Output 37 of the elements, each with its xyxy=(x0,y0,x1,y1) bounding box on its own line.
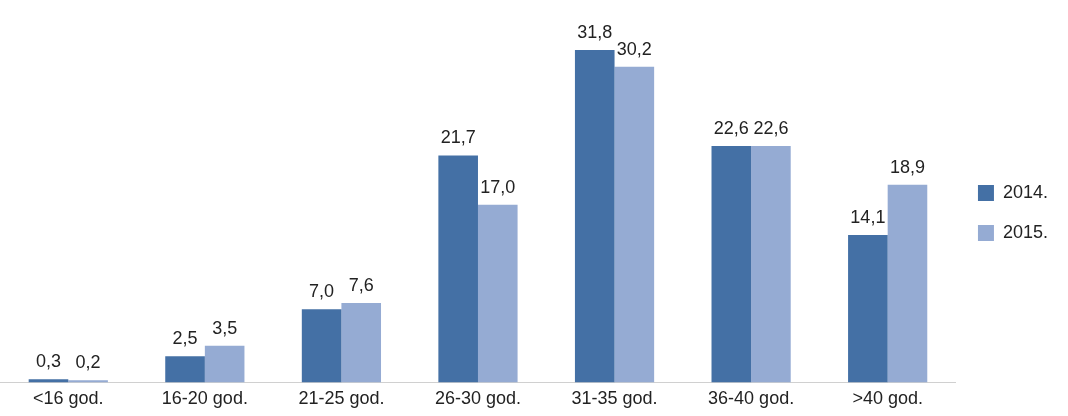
bar xyxy=(28,379,69,383)
data-label: 31,8 xyxy=(577,21,613,42)
bar xyxy=(887,184,928,383)
bar xyxy=(301,309,342,383)
data-label: 22,6 xyxy=(753,118,789,139)
data-label: 21,7 xyxy=(440,127,476,148)
bar xyxy=(477,204,518,383)
x-tick-label: <16 god. xyxy=(32,388,104,409)
bar xyxy=(614,66,655,383)
data-label: 0,3 xyxy=(35,351,61,372)
bar xyxy=(341,302,382,383)
bar xyxy=(438,155,478,383)
data-label: 7,0 xyxy=(309,281,335,302)
bar xyxy=(204,345,245,383)
data-label: 14,1 xyxy=(850,206,886,227)
x-tick-label: 16-20 god. xyxy=(161,388,248,409)
data-label: 0,2 xyxy=(75,352,101,373)
x-tick-label: 36-40 god. xyxy=(708,388,795,409)
data-label: 2,5 xyxy=(172,328,198,349)
bar xyxy=(574,49,615,383)
data-label: 17,0 xyxy=(480,176,516,197)
x-tick-label: 31-35 god. xyxy=(571,388,658,409)
bar xyxy=(848,234,888,383)
bar xyxy=(68,380,108,383)
x-tick-label: 21-25 god. xyxy=(298,388,385,409)
data-label: 30,2 xyxy=(616,38,652,59)
bar xyxy=(751,146,791,383)
x-tick-label: 26-30 god. xyxy=(434,388,522,409)
data-label: 22,6 xyxy=(713,118,749,139)
legend-label: 2014. xyxy=(1002,181,1048,202)
x-tick-label: >40 god. xyxy=(852,388,923,409)
data-label: 3,5 xyxy=(212,317,238,338)
legend-label: 2015. xyxy=(1002,221,1048,242)
bar xyxy=(165,356,205,383)
data-label: 7,6 xyxy=(348,274,374,295)
data-label: 18,9 xyxy=(889,156,925,177)
bar xyxy=(711,146,752,383)
